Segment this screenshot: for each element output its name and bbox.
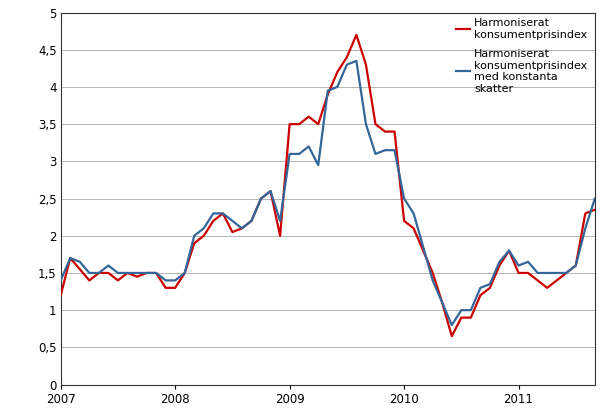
Legend: Harmoniserat
konsumentprisindex, Harmoniserat
konsumentprisindex
med konstanta
s: Harmoniserat konsumentprisindex, Harmoni…: [456, 18, 588, 94]
